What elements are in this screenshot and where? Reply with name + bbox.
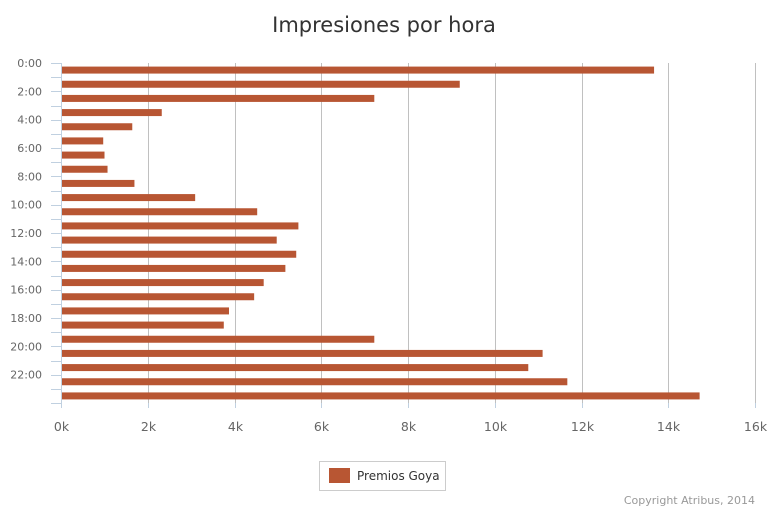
bar-2000[interactable]	[62, 349, 543, 357]
bar-1000[interactable]	[62, 208, 258, 216]
bar-1500[interactable]	[62, 279, 264, 287]
legend-swatch	[329, 468, 350, 483]
bar-400[interactable]	[62, 123, 133, 131]
category-tick-label: 16:00	[10, 284, 42, 297]
value-tick-label: 4k	[228, 419, 244, 434]
bar-600[interactable]	[62, 151, 105, 159]
bar-1800[interactable]	[62, 321, 224, 329]
value-tick-label: 0k	[54, 419, 70, 434]
bar-2200[interactable]	[62, 378, 568, 386]
bar-2300[interactable]	[62, 392, 700, 400]
category-tick-label: 14:00	[10, 255, 42, 268]
category-tick-label: 22:00	[10, 369, 42, 382]
bar-1400[interactable]	[62, 264, 286, 272]
grid-lines	[148, 63, 756, 403]
value-tick-label: 10k	[484, 419, 508, 434]
category-tick-label: 8:00	[17, 170, 42, 183]
bar-1200[interactable]	[62, 236, 277, 244]
value-tick-label: 16k	[744, 419, 768, 434]
bar-1900[interactable]	[62, 335, 375, 343]
bars	[62, 66, 700, 400]
legend[interactable]: Premios Goya	[319, 461, 446, 491]
legend-label-premios-goya: Premios Goya	[357, 469, 440, 483]
credits[interactable]: Copyright Atribus, 2014	[623, 494, 755, 507]
bar-1300[interactable]	[62, 250, 297, 258]
value-tick-label: 14k	[657, 419, 681, 434]
category-tick-label: 10:00	[10, 199, 42, 212]
axes	[51, 63, 756, 408]
bar-500[interactable]	[62, 137, 104, 145]
value-tick-label: 8k	[401, 419, 417, 434]
category-tick-label: 0:00	[17, 57, 42, 70]
category-tick-label: 2:00	[17, 85, 42, 98]
category-tick-label: 20:00	[10, 340, 42, 353]
category-tick-label: 6:00	[17, 142, 42, 155]
bar-100[interactable]	[62, 80, 460, 88]
bar-1600[interactable]	[62, 293, 255, 301]
bar-300[interactable]	[62, 109, 162, 117]
bar-1100[interactable]	[62, 222, 299, 230]
category-tick-label: 12:00	[10, 227, 42, 240]
value-tick-label: 6k	[314, 419, 330, 434]
bar-000[interactable]	[62, 66, 655, 74]
bar-900[interactable]	[62, 194, 196, 202]
bar-200[interactable]	[62, 94, 375, 102]
category-tick-label: 4:00	[17, 114, 42, 127]
value-tick-label: 2k	[141, 419, 157, 434]
chart-title: Impresiones por hora	[272, 13, 496, 37]
category-tick-label: 18:00	[10, 312, 42, 325]
value-tick-label: 12k	[571, 419, 595, 434]
tick-labels: 0k 2k 4k 6k 8k 10k 12k 14k 16k 0:00 2:00 4:00 6:00 8:…	[10, 57, 768, 434]
bar-800[interactable]	[62, 179, 135, 187]
bar-700[interactable]	[62, 165, 108, 173]
bar-1700[interactable]	[62, 307, 229, 315]
bar-2100[interactable]	[62, 364, 529, 372]
